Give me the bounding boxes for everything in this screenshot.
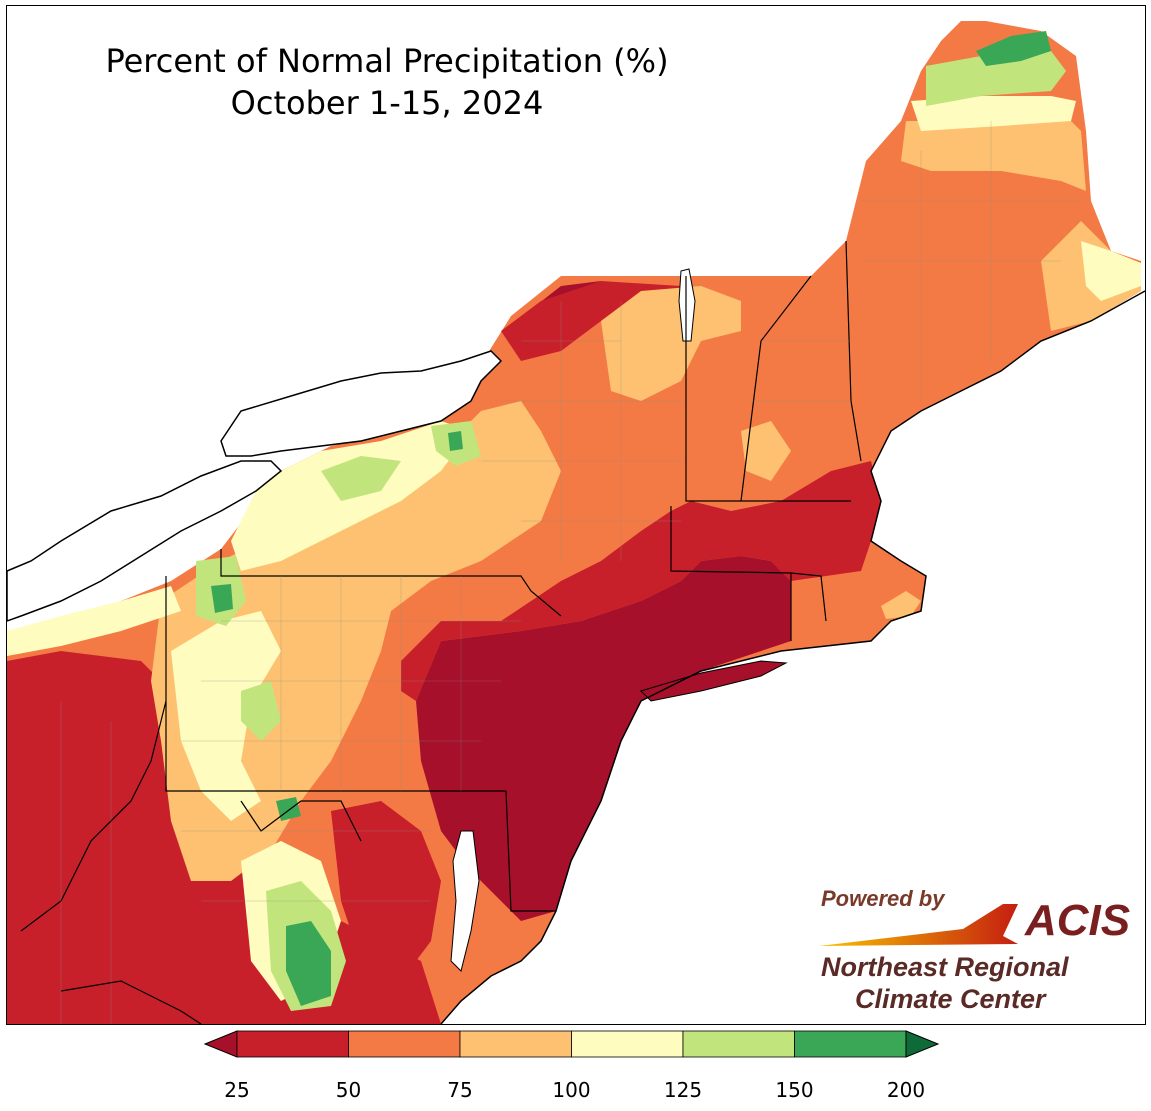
legend-bin-50-75 bbox=[348, 1030, 461, 1058]
zone-125-150-western-ny bbox=[321, 456, 401, 501]
legend-tick-label: 75 bbox=[447, 1078, 473, 1102]
legend-over-arrow bbox=[905, 1030, 940, 1058]
zone-75-100-maine-north bbox=[901, 111, 1086, 191]
zone-75-100-nh bbox=[741, 421, 791, 481]
zone-100-125-maine-east bbox=[1081, 241, 1141, 301]
zone-150-200-maine bbox=[976, 31, 1051, 66]
zone-125-150-pa-south bbox=[241, 681, 281, 741]
chesapeake-bay bbox=[450, 830, 480, 972]
atlantic-ocean bbox=[441, 291, 1145, 1024]
county-lines bbox=[60, 121, 1081, 1024]
map-frame: Percent of Normal Precipitation (%) Octo… bbox=[6, 5, 1146, 1025]
zone-100-125-lakeshore bbox=[7, 586, 181, 656]
legend-tick-label: 150 bbox=[775, 1078, 814, 1102]
zone-150-200-wv bbox=[286, 921, 331, 1006]
acis-swoosh bbox=[819, 904, 1018, 946]
zone-100-125-maine-top bbox=[911, 96, 1076, 131]
zone-75-100-central-pa bbox=[151, 401, 561, 881]
legend-bin-100-125 bbox=[571, 1030, 684, 1058]
lake-erie bbox=[7, 460, 283, 622]
zone-100-125-pa bbox=[171, 611, 281, 821]
zone-25-50-va-md bbox=[331, 801, 441, 981]
legend-colorbar bbox=[203, 1030, 940, 1058]
long-island bbox=[640, 660, 788, 702]
legend-tick-label: 125 bbox=[663, 1078, 703, 1102]
zone-150-200-pa bbox=[211, 584, 233, 613]
legend-bin-25-50 bbox=[236, 1030, 349, 1058]
legend-tick-label: 200 bbox=[886, 1078, 926, 1102]
legend-bin-125-150 bbox=[682, 1030, 795, 1058]
map-title: Percent of Normal Precipitation (%) bbox=[105, 42, 669, 80]
zone-75-100-vermont bbox=[601, 286, 741, 401]
legend-tick-label: 25 bbox=[224, 1078, 250, 1102]
map-subtitle: October 1-15, 2024 bbox=[230, 84, 544, 122]
acis-logo: Powered by ACIS Northeast Regional Clima… bbox=[813, 884, 1143, 1019]
logo-powered-by: Powered by bbox=[821, 886, 945, 911]
precipitation-map bbox=[7, 21, 1145, 1024]
legend-tick-label: 50 bbox=[335, 1078, 362, 1102]
logo-org-line1: Northeast Regional bbox=[821, 952, 1069, 982]
zone-75-100-capecod bbox=[881, 591, 921, 619]
coastline bbox=[440, 290, 1145, 1024]
legend-tick-label: 100 bbox=[552, 1078, 591, 1102]
lake-champlain bbox=[678, 268, 696, 342]
legend-bin-75-100 bbox=[459, 1030, 572, 1058]
zone-25-50-nj-ny bbox=[401, 461, 881, 701]
logo-org-line2: Climate Center bbox=[855, 984, 1046, 1014]
logo-brand: ACIS bbox=[1025, 896, 1131, 945]
zone-150-200-lake-ontario bbox=[448, 431, 463, 451]
legend-under-arrow bbox=[203, 1030, 238, 1058]
zone-125-150-maine bbox=[926, 51, 1066, 106]
zone-below-25 bbox=[416, 556, 791, 921]
lake-ontario bbox=[220, 350, 503, 457]
legend-bin-150-200 bbox=[794, 1030, 907, 1058]
